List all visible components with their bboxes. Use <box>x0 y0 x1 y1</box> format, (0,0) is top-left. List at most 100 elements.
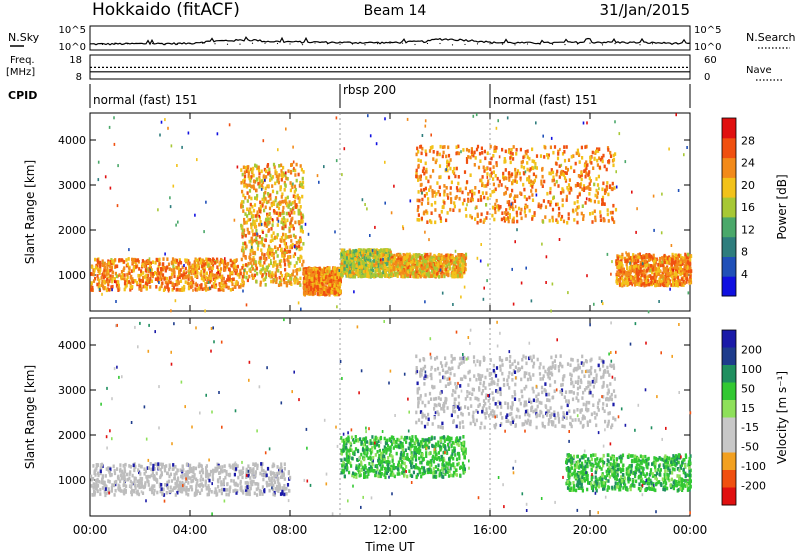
power-panel-cell <box>315 273 318 278</box>
power-panel-cell <box>465 160 469 164</box>
power-panel-cell <box>226 278 229 282</box>
power-panel-cell <box>593 157 596 161</box>
power-panel-cell <box>639 275 643 280</box>
power-panel-cell <box>458 260 461 264</box>
power-panel-cell <box>280 278 283 282</box>
power-panel-cell <box>451 255 454 259</box>
power-panel-cell <box>250 249 253 253</box>
power-panel-cell <box>264 238 267 243</box>
power-panel-cell <box>674 274 677 279</box>
power-panel-cell <box>241 189 244 194</box>
power-panel-cell <box>605 185 608 189</box>
power-panel-cell <box>146 267 149 271</box>
power-panel-cell <box>330 274 334 278</box>
power-panel-cell <box>343 269 346 273</box>
power-panel-cell <box>144 268 147 272</box>
power-panel-cell <box>275 174 278 179</box>
power-panel-cell <box>674 271 677 275</box>
power-panel-cell <box>541 174 544 179</box>
power-panel-cell <box>682 279 685 284</box>
power-panel-cell <box>456 188 459 193</box>
power-panel-cell <box>479 218 482 223</box>
power-panel-cell <box>248 189 252 193</box>
power-panel-cell <box>365 249 368 254</box>
power-panel-cell <box>270 176 273 181</box>
power-panel-cell <box>555 179 558 184</box>
power-panel-cell <box>523 210 526 214</box>
power-panel-cell <box>419 255 422 260</box>
power-panel-cell <box>121 276 124 280</box>
power-panel-cell <box>522 182 525 187</box>
power-panel-cell <box>427 274 430 278</box>
power-panel-cell <box>633 283 637 287</box>
power-panel-cell <box>251 239 254 244</box>
power-panel-cell <box>296 205 299 209</box>
power-panel-cell <box>213 274 216 278</box>
power-panel-cell <box>176 282 179 287</box>
power-panel-cell <box>120 270 124 274</box>
power-panel-cell <box>245 275 248 280</box>
power-panel-cell <box>558 211 561 216</box>
power-panel-cell <box>420 261 423 266</box>
power-panel-cell <box>427 201 430 205</box>
power-panel-cell <box>211 273 214 277</box>
power-panel-cell <box>283 253 286 258</box>
power-panel-cell <box>107 271 110 276</box>
power-panel-cell <box>239 285 242 289</box>
noise-search-point <box>601 44 604 46</box>
power-panel-cell <box>332 266 335 271</box>
power-panel-cell <box>654 283 657 288</box>
power-panel-cell <box>345 268 348 273</box>
power-panel-cell <box>451 274 454 279</box>
power-panel-cell <box>602 218 605 223</box>
power-panel-cell <box>210 261 214 266</box>
power-panel-cell <box>633 258 636 262</box>
noise-search-point <box>489 43 491 45</box>
power-panel-cell <box>558 164 561 168</box>
power-panel-cell <box>547 155 550 160</box>
power-panel-cell <box>298 259 301 263</box>
power-panel-cell <box>258 235 261 239</box>
power-panel-cell <box>117 280 120 284</box>
power-panel-cell <box>534 165 537 170</box>
noise-search-point <box>101 43 104 46</box>
power-panel-cell <box>435 192 438 196</box>
power-panel-cell <box>677 257 680 261</box>
noise-search-point <box>539 43 541 45</box>
power-panel-cell <box>293 280 296 285</box>
power-panel-cell <box>167 279 170 284</box>
power-panel-cell <box>507 216 510 220</box>
power-panel-cell <box>123 277 126 281</box>
power-panel-cell <box>208 262 211 266</box>
power-panel-cell <box>515 148 518 152</box>
power-panel-cell <box>635 267 638 272</box>
power-panel-cell <box>453 204 456 209</box>
power-panel-cell <box>285 281 288 285</box>
power-panel-cell <box>588 176 591 180</box>
power-panel-cell <box>687 264 690 268</box>
power-panel-cell <box>106 266 109 271</box>
power-panel-cell <box>200 283 203 287</box>
power-panel-cell <box>449 166 452 171</box>
power-panel-cell <box>574 161 577 166</box>
power-panel-cell <box>461 201 465 206</box>
power-panel-cell <box>96 258 99 262</box>
power-panel-cell <box>106 277 109 282</box>
power-panel-cell <box>370 261 373 266</box>
power-panel-cell <box>220 282 223 286</box>
power-panel-cell <box>103 268 106 272</box>
power-panel-cell <box>143 264 146 269</box>
power-panel-cell <box>265 175 268 179</box>
power-panel-cell <box>507 150 510 154</box>
power-panel-cell <box>577 205 580 209</box>
power-panel-cell <box>261 252 264 256</box>
power-panel-cell <box>359 261 362 265</box>
power-panel-cell <box>228 274 231 279</box>
power-panel-cell <box>455 166 458 171</box>
power-panel-cell <box>655 257 658 262</box>
noise-search-point <box>639 44 641 46</box>
power-panel-cell <box>282 222 285 227</box>
power-panel-cell <box>578 183 581 187</box>
power-panel-cell <box>621 252 624 257</box>
power-panel-cell <box>433 272 436 277</box>
